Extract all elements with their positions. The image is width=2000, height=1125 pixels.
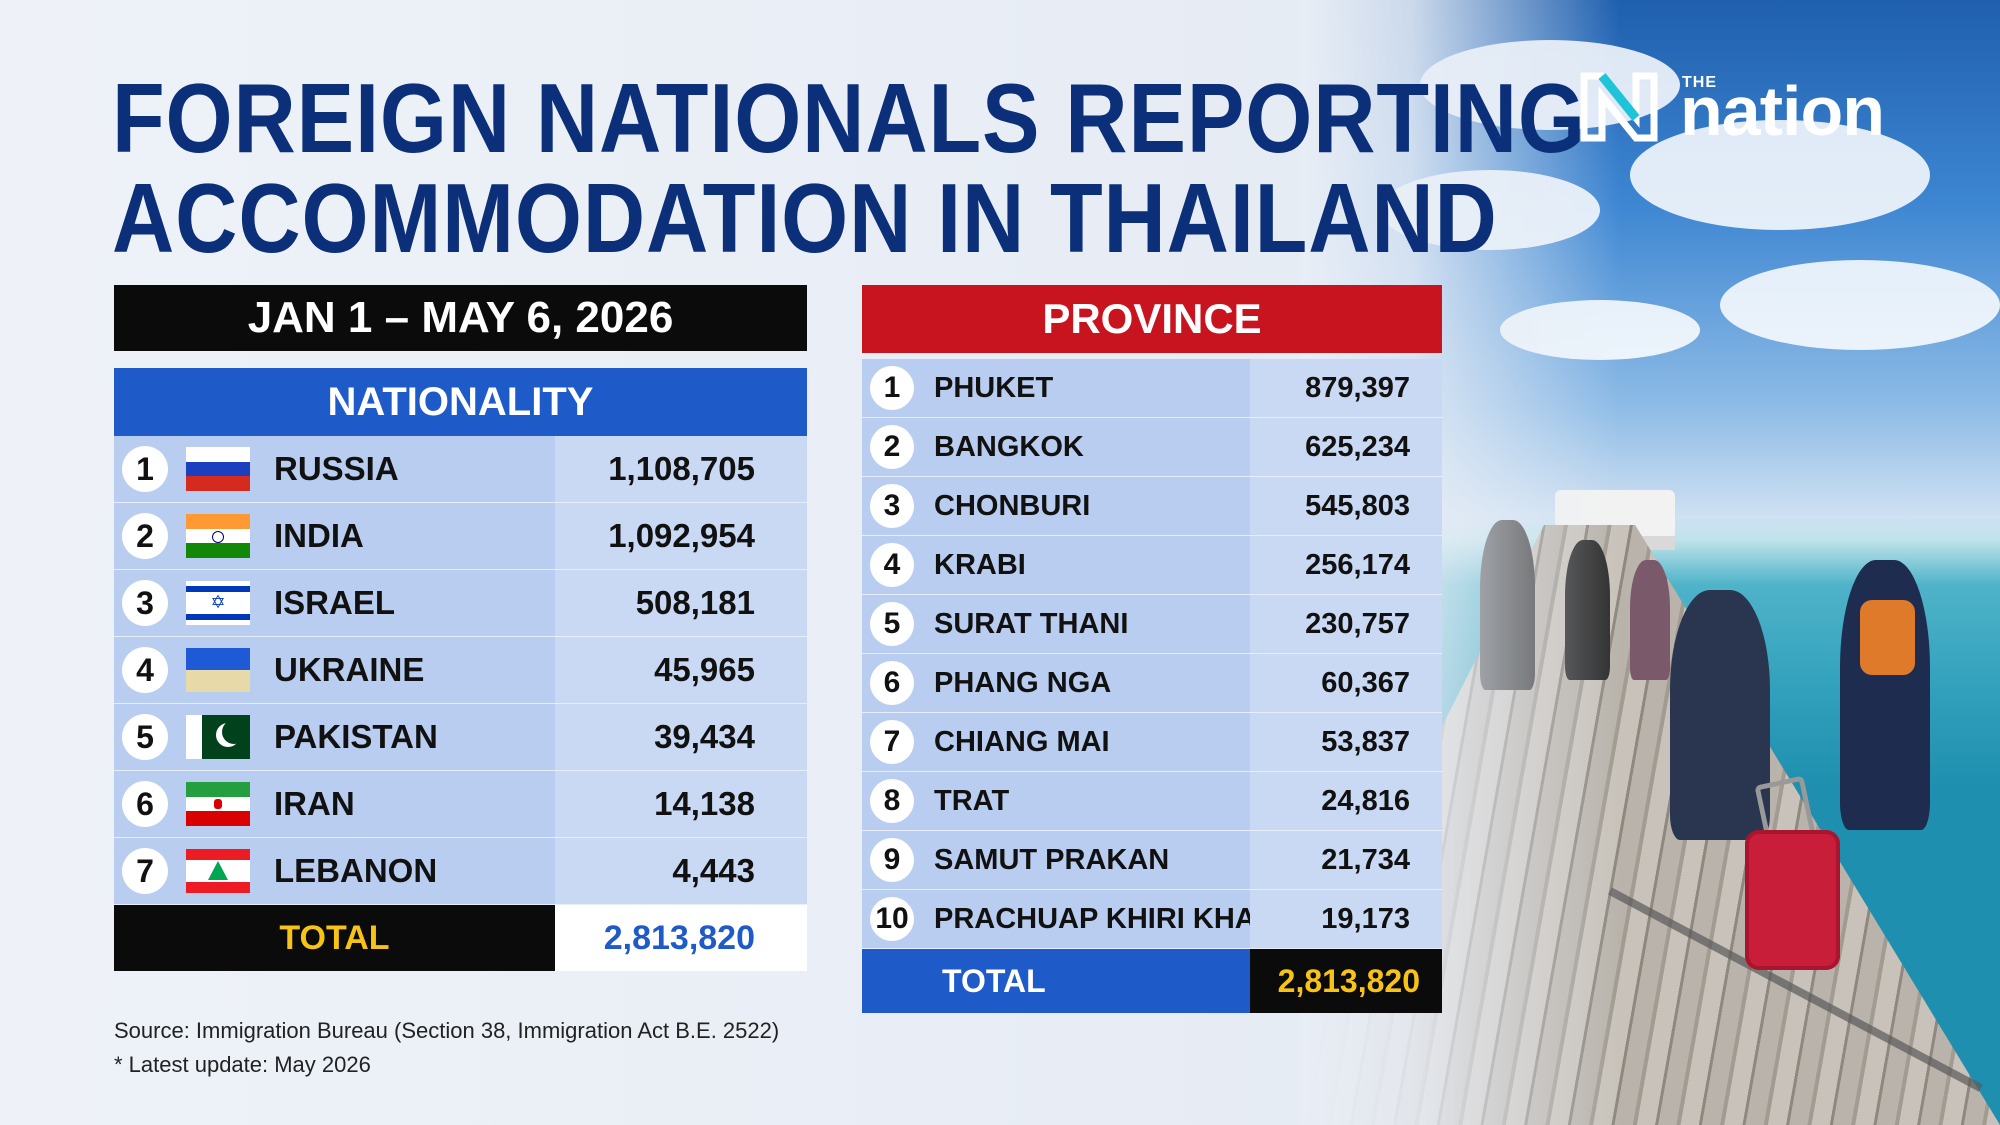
table-row: 10 PRACHUAP KHIRI KHAN 19,173	[862, 890, 1442, 949]
province-value: 625,234	[1250, 418, 1442, 476]
rank-badge: 1	[870, 366, 914, 410]
country-name: ISRAEL	[274, 584, 396, 621]
table-row: 8 TRAT 24,816	[862, 772, 1442, 831]
rank-badge: 8	[870, 779, 914, 823]
province-value: 60,367	[1250, 654, 1442, 712]
province-name: PHANG NGA	[934, 666, 1112, 699]
total-label: TOTAL	[862, 949, 1250, 1013]
pakistan-flag-icon	[186, 715, 250, 759]
table-row: 9 SAMUT PRAKAN 21,734	[862, 831, 1442, 890]
rank-badge: 2	[122, 513, 168, 559]
table-row: 5 PAKISTAN 39,434	[114, 704, 807, 771]
lebanon-flag-icon	[186, 849, 250, 893]
source-note: Source: Immigration Bureau (Section 38, …	[114, 1018, 780, 1043]
province-name: KRABI	[934, 548, 1026, 581]
total-value: 2,813,820	[555, 905, 807, 971]
country-value: 39,434	[555, 704, 807, 770]
province-name: SURAT THANI	[934, 607, 1129, 640]
logo-the-text: THE	[1682, 74, 1717, 91]
title-line-1: FOREIGN NATIONALS REPORTING	[112, 63, 1586, 173]
nationality-table: NATIONALITY 1 RUSSIA 1,108,705 2 INDIA 1…	[114, 368, 807, 971]
table-row: 5 SURAT THANI 230,757	[862, 595, 1442, 654]
rank-badge: 10	[870, 897, 914, 941]
rank-badge: 9	[870, 838, 914, 882]
nation-logo-icon	[1580, 72, 1658, 142]
table-row: 7 LEBANON 4,443	[114, 838, 807, 905]
table-row: 3 ✡ ISRAEL 508,181	[114, 570, 807, 637]
table-row: 6 IRAN 14,138	[114, 771, 807, 838]
ukraine-flag-icon	[186, 648, 250, 692]
rank-badge: 4	[870, 543, 914, 587]
country-name: LEBANON	[274, 852, 438, 889]
province-value: 256,174	[1250, 536, 1442, 594]
rank-badge: 7	[870, 720, 914, 764]
update-note: * Latest update: May 2026	[114, 1052, 371, 1077]
table-row: 2 BANGKOK 625,234	[862, 418, 1442, 477]
the-nation-logo: THE nation	[1580, 70, 1940, 150]
country-value: 1,108,705	[555, 436, 807, 502]
province-value: 19,173	[1250, 890, 1442, 948]
table-row: 6 PHANG NGA 60,367	[862, 654, 1442, 713]
country-name: RUSSIA	[274, 450, 399, 487]
nationality-total-row: TOTAL 2,813,820	[114, 905, 807, 971]
province-value: 21,734	[1250, 831, 1442, 889]
table-row: 3 CHONBURI 545,803	[862, 477, 1442, 536]
province-name: SAMUT PRAKAN	[934, 843, 1170, 876]
province-name: PRACHUAP KHIRI KHAN	[934, 902, 1277, 935]
province-name: CHIANG MAI	[934, 725, 1110, 758]
rank-badge: 6	[122, 781, 168, 827]
province-total-row: TOTAL 2,813,820	[862, 949, 1442, 1013]
table-row: 4 UKRAINE 45,965	[114, 637, 807, 704]
date-range-bar: JAN 1 – MAY 6, 2026	[114, 285, 807, 351]
country-name: INDIA	[274, 517, 364, 554]
province-value: 53,837	[1250, 713, 1442, 771]
iran-flag-icon	[186, 782, 250, 826]
table-row: 4 KRABI 256,174	[862, 536, 1442, 595]
rank-badge: 2	[870, 425, 914, 469]
province-name: TRAT	[934, 784, 1010, 817]
province-name: CHONBURI	[934, 489, 1091, 522]
country-name: UKRAINE	[274, 651, 425, 688]
province-value: 879,397	[1250, 359, 1442, 417]
logo-nation-text: nation	[1680, 72, 1885, 150]
country-value: 1,092,954	[555, 503, 807, 569]
rank-badge: 6	[870, 661, 914, 705]
russia-flag-icon	[186, 447, 250, 491]
country-value: 4,443	[555, 838, 807, 904]
rank-badge: 3	[870, 484, 914, 528]
province-value: 545,803	[1250, 477, 1442, 535]
country-value: 14,138	[555, 771, 807, 837]
country-value: 45,965	[555, 637, 807, 703]
table-row: 7 CHIANG MAI 53,837	[862, 713, 1442, 772]
province-value: 24,816	[1250, 772, 1442, 830]
rank-badge: 5	[870, 602, 914, 646]
table-row: 2 INDIA 1,092,954	[114, 503, 807, 570]
nationality-header: NATIONALITY	[114, 368, 807, 436]
page-title: FOREIGN NATIONALS REPORTING ACCOMMODATIO…	[112, 63, 1586, 273]
country-name: IRAN	[274, 785, 355, 822]
country-name: PAKISTAN	[274, 718, 438, 755]
total-label: TOTAL	[114, 905, 555, 971]
province-table: PROVINCE 1 PHUKET 879,397 2 BANGKOK 625,23…	[862, 285, 1442, 1013]
rank-badge: 7	[122, 848, 168, 894]
total-value: 2,813,820	[1250, 949, 1442, 1013]
rank-badge: 3	[122, 580, 168, 626]
israel-flag-icon: ✡	[186, 581, 250, 625]
table-row: 1 RUSSIA 1,108,705	[114, 436, 807, 503]
title-line-2: ACCOMMODATION IN THAILAND	[112, 163, 1498, 273]
table-row: 1 PHUKET 879,397	[862, 359, 1442, 418]
rank-badge: 5	[122, 714, 168, 760]
country-value: 508,181	[555, 570, 807, 636]
rank-badge: 1	[122, 446, 168, 492]
india-flag-icon	[186, 514, 250, 558]
province-name: BANGKOK	[934, 430, 1084, 463]
rank-badge: 4	[122, 647, 168, 693]
province-value: 230,757	[1250, 595, 1442, 653]
province-header: PROVINCE	[862, 285, 1442, 353]
province-name: PHUKET	[934, 371, 1054, 404]
